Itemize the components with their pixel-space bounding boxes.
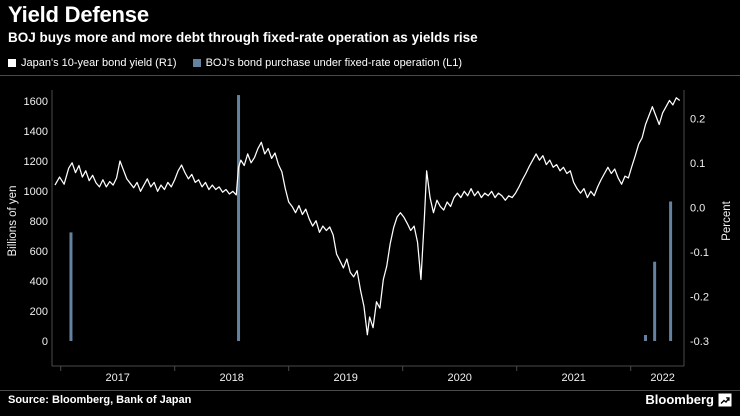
purchase-bar bbox=[644, 335, 648, 341]
right-axis-tick-label: 0.0 bbox=[690, 202, 705, 214]
right-axis-tick-label: -0.3 bbox=[690, 336, 709, 348]
x-axis-tick-label: 2017 bbox=[105, 372, 129, 384]
chart-subtitle: BOJ buys more and more debt through fixe… bbox=[8, 30, 478, 45]
chart-title: Yield Defense bbox=[8, 2, 149, 27]
right-axis-tick-label: 0.1 bbox=[690, 158, 705, 170]
purchase-series-swatch-icon bbox=[192, 59, 201, 67]
left-axis-tick-label: 1000 bbox=[24, 186, 48, 198]
purchase-bar bbox=[669, 201, 673, 341]
x-axis-tick-label: 2018 bbox=[219, 372, 243, 384]
legend: Japan's 10-year bond yield (R1) BOJ's bo… bbox=[8, 57, 462, 69]
left-axis-tick-label: 1400 bbox=[24, 126, 48, 138]
source-credit: Source: Bloomberg, Bank of Japan bbox=[8, 394, 192, 406]
left-axis-tick-label: 1600 bbox=[24, 96, 48, 108]
legend-item-yield: Japan's 10-year bond yield (R1) bbox=[8, 57, 177, 69]
bloomberg-logo: Bloomberg bbox=[645, 392, 732, 407]
plot-area: 0 200 400 600 800 1000 1200 1400 1600 -0.3 -0.2 -0.… bbox=[24, 90, 709, 384]
x-axis-tick-label: 2020 bbox=[447, 372, 471, 384]
left-axis-tick-label: 600 bbox=[30, 246, 48, 258]
yield-line bbox=[54, 97, 681, 336]
left-axis-tick-label: 0 bbox=[42, 336, 48, 348]
x-axis-tick-label: 2022 bbox=[650, 372, 674, 384]
right-axis-tick-label: -0.2 bbox=[690, 291, 709, 303]
legend-separator bbox=[0, 75, 740, 76]
purchase-bar bbox=[69, 232, 73, 341]
left-axis-tick-label: 1200 bbox=[24, 156, 48, 168]
left-axis-tick-label: 400 bbox=[30, 276, 48, 288]
purchase-bar bbox=[653, 261, 657, 341]
x-axis-tick-label: 2021 bbox=[561, 372, 585, 384]
x-axis-tick-label: 2019 bbox=[333, 372, 357, 384]
left-axis-tick-label: 800 bbox=[30, 216, 48, 228]
bloomberg-logo-text: Bloomberg bbox=[645, 392, 714, 407]
legend-label-purchase: BOJ's bond purchase under fixed-rate ope… bbox=[205, 57, 463, 69]
legend-item-purchase: BOJ's bond purchase under fixed-rate ope… bbox=[192, 57, 463, 69]
bloomberg-logo-icon bbox=[718, 393, 732, 406]
yield-series-swatch-icon bbox=[8, 59, 16, 67]
legend-label-yield: Japan's 10-year bond yield (R1) bbox=[21, 57, 177, 69]
right-axis-tick-label: -0.1 bbox=[690, 247, 709, 259]
right-axis-tick-label: 0.2 bbox=[690, 113, 705, 125]
left-axis-tick-label: 200 bbox=[30, 306, 48, 318]
footer-separator bbox=[0, 390, 740, 391]
purchase-bar bbox=[237, 95, 241, 341]
